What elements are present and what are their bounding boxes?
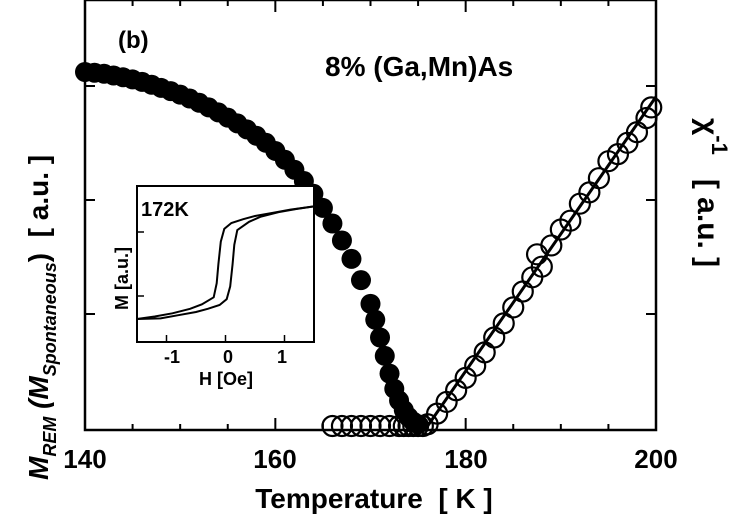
inset-y-axis-label: M [a.u.] <box>112 247 132 310</box>
filled-data-point <box>374 345 395 366</box>
open-data-point <box>530 255 553 278</box>
panel-label: (b) <box>118 27 149 54</box>
fit-line <box>426 95 658 427</box>
hysteresis-branch <box>136 205 315 320</box>
open-data-point <box>587 167 611 190</box>
hysteresis-branch <box>136 205 315 320</box>
filled-data-point <box>370 327 391 348</box>
sample-annotation: 8% (Ga,Mn)As <box>325 51 513 82</box>
filled-data-point <box>360 293 381 314</box>
left-y-axis-label: MREM (MSpontaneous) [ a.u. ] <box>23 155 60 480</box>
filled-data-point <box>331 230 352 251</box>
filled-data-point <box>365 309 386 330</box>
x-axis-label: Temperature [ K ] <box>255 483 493 514</box>
ylabel-chi: χ <box>691 118 724 136</box>
open-data-point <box>640 96 663 119</box>
x-tick-label: 160 <box>253 444 296 474</box>
inset-annotation: 172K <box>141 199 189 221</box>
open-data-point <box>559 209 582 232</box>
x-tick-label: 180 <box>444 444 487 474</box>
x-tick-label: 200 <box>634 444 677 474</box>
x-tick-labels: 140 160 180 200 <box>63 444 677 474</box>
filled-data-point <box>341 248 362 269</box>
ylabel-paren-open: (M <box>23 376 54 417</box>
inset-x-axis-label: H [Oe] <box>199 369 253 389</box>
filled-data-point <box>322 213 343 234</box>
ylabel-paren-sub: Spontaneous <box>40 262 60 376</box>
filled-data-point <box>350 270 371 291</box>
inset-plot-layer <box>136 205 315 342</box>
inset-x-tick-label: 1 <box>277 347 287 367</box>
ylabel-main-sub: REM <box>40 416 60 457</box>
right-y-axis-label: χ-1 [ a.u. ] <box>691 118 732 267</box>
open-data-point <box>492 312 515 335</box>
ylabel-main: M <box>23 456 54 480</box>
inset-x-tick-label: 0 <box>223 347 233 367</box>
inset-chart: 172K -1 0 1 H [Oe] M [a.u.] <box>112 185 315 389</box>
open-data-point <box>525 243 549 266</box>
filled-data-point <box>379 363 400 384</box>
x-tick-label: 140 <box>63 444 106 474</box>
ylabel-chi-unit: [ a.u. ] <box>691 179 724 267</box>
filled-data-point <box>312 197 333 218</box>
ylabel-paren-close: ) [ a.u. ] <box>23 155 54 262</box>
open-data-point <box>540 234 563 257</box>
ylabel-chi-exp: -1 <box>707 135 732 155</box>
open-data-point <box>502 296 525 319</box>
inset-x-tick-label: -1 <box>164 347 180 367</box>
open-data-point <box>511 280 534 303</box>
open-data-point <box>635 106 658 130</box>
